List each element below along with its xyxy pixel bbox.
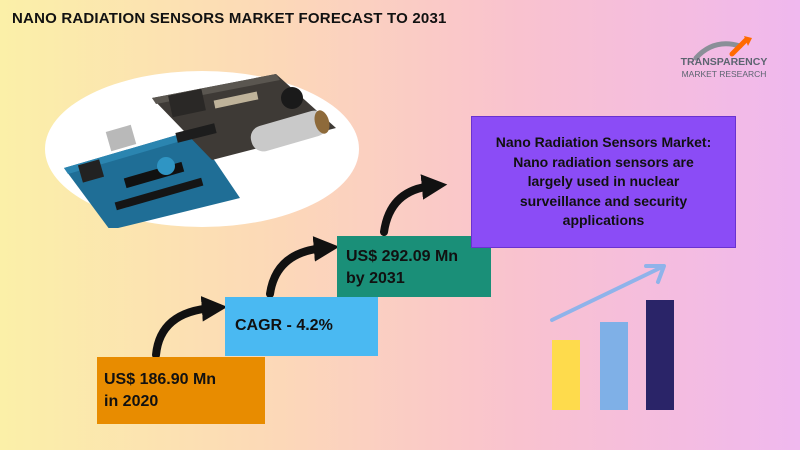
arduino-board-icon <box>64 124 240 228</box>
info-heading: Nano Radiation Sensors Market: <box>495 134 712 151</box>
info-line: largely used in nuclear <box>527 173 680 190</box>
info-line: applications <box>562 212 645 229</box>
company-logo: TRANSPARENCY MARKET RESEARCH <box>664 36 784 96</box>
info-line: Nano radiation sensors are <box>513 153 694 170</box>
step-2020-value: US$ 186.90 Mn in 2020 <box>97 357 265 424</box>
step-cagr: CAGR - 4.2% <box>225 297 378 356</box>
logo-swoosh-icon <box>693 36 752 61</box>
page-title: NANO RADIATION SENSORS MARKET FORECAST T… <box>12 10 447 27</box>
step-cagr-text: CAGR - 4.2% <box>235 317 333 334</box>
market-info-box: Nano Radiation Sensors Market: Nano radi… <box>471 116 736 248</box>
step-year-text: by 2031 <box>346 270 405 287</box>
radiation-sensor-board-icon <box>152 74 336 160</box>
bar-chart-growth-icon <box>550 264 674 410</box>
step-value-text: US$ 292.09 Mn <box>346 248 459 265</box>
curved-arrow-icon <box>266 236 340 298</box>
info-line: surveillance and security <box>519 192 688 209</box>
step-value-text: US$ 186.90 Mn <box>104 371 217 388</box>
logo-name: TRANSPARENCY <box>680 56 768 68</box>
curved-arrow-icon <box>380 174 448 236</box>
sensor-board-photo <box>45 71 359 228</box>
logo-subtitle: MARKET RESEARCH <box>681 69 767 79</box>
step-2031-value: US$ 292.09 Mn by 2031 <box>337 236 491 297</box>
curved-arrow-icon <box>152 296 228 359</box>
step-year-text: in 2020 <box>104 393 159 410</box>
